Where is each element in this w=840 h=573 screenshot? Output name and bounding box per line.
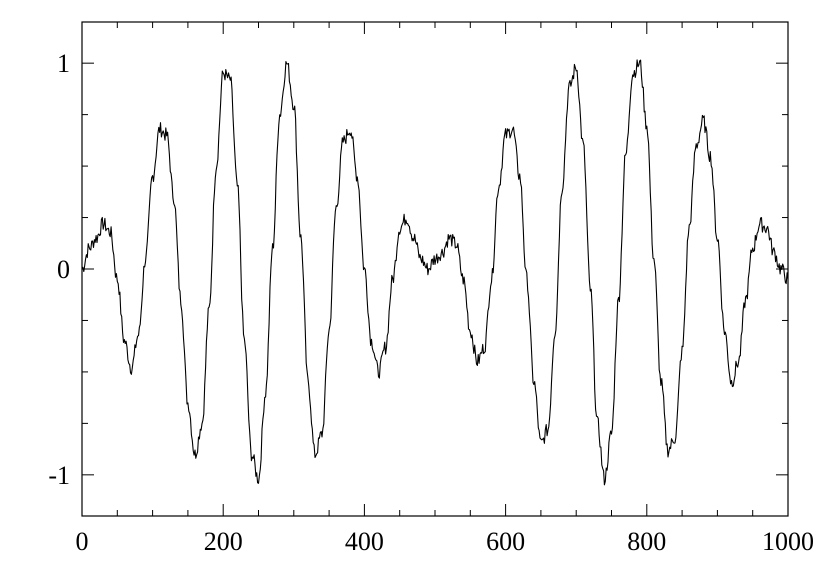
x-tick-label: 200	[204, 527, 243, 556]
x-tick-label: 400	[345, 527, 384, 556]
tick-labels: 0 200 400 600 800 1000 1 0 -1	[48, 49, 814, 556]
axis-ticks	[81, 22, 789, 516]
series-layer	[81, 59, 789, 486]
x-tick-label: 1000	[762, 527, 814, 556]
x-tick-label: 600	[486, 527, 525, 556]
x-tick-label: 800	[627, 527, 666, 556]
y-tick-label: 1	[57, 49, 70, 78]
series-line-signal	[81, 59, 789, 486]
y-tick-label: -1	[48, 461, 70, 490]
x-tick-label: 0	[76, 527, 89, 556]
y-tick-label: 0	[57, 255, 70, 284]
plot-frame	[81, 21, 789, 517]
